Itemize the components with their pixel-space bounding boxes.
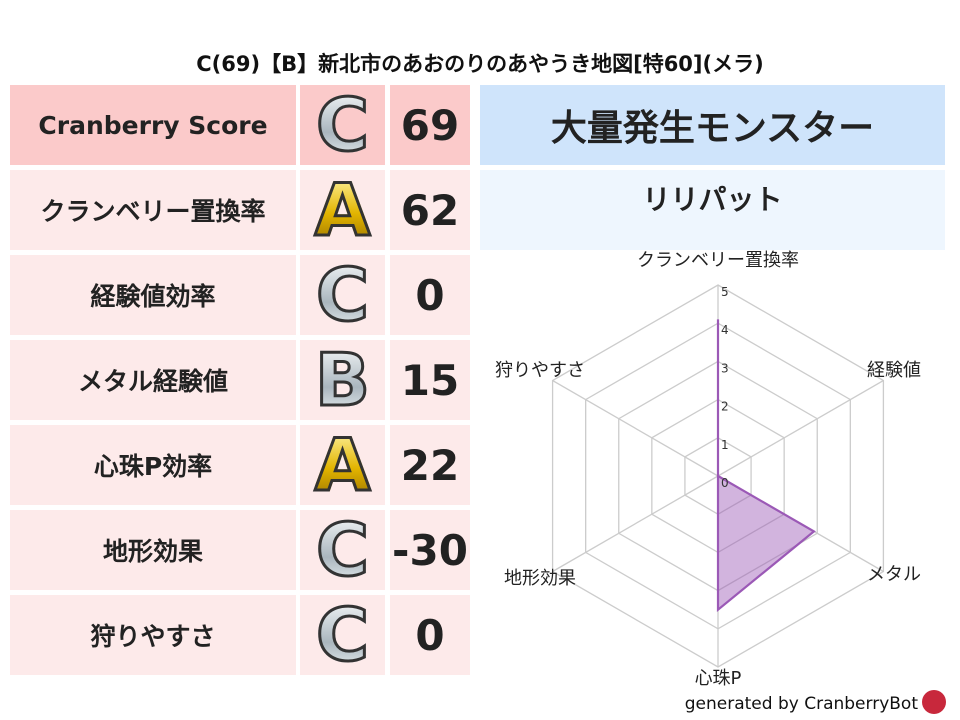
- grade-letter: C: [315, 508, 371, 592]
- metric-score: -30: [390, 510, 470, 590]
- metric-label: 経験値効率: [10, 255, 296, 335]
- footer-credit: generated by CranberryBot: [684, 694, 918, 714]
- radar-data-polygon: [716, 319, 816, 613]
- radar-tick-label: 0: [721, 476, 729, 490]
- grade-badge: A: [300, 425, 385, 505]
- metric-score: 22: [390, 425, 470, 505]
- grade-letter: B: [314, 338, 372, 422]
- grade-badge: C: [300, 595, 385, 675]
- page-title: C(69)【B】新北市のあおのりのあやうき地図[特60](メラ): [196, 52, 764, 76]
- metric-label: 心珠P効率: [10, 425, 296, 505]
- radar-tick-label: 2: [721, 400, 729, 414]
- radar-axis-label: メタル: [867, 564, 921, 585]
- metric-score: 0: [390, 595, 470, 675]
- radar-axis-label: 心珠P: [695, 668, 742, 689]
- radar-axis-label: 経験値: [867, 360, 921, 381]
- metric-label: クランベリー置換率: [10, 170, 296, 250]
- metric-label: メタル経験値: [10, 340, 296, 420]
- grade-badge: C: [300, 255, 385, 335]
- metric-label: Cranberry Score: [10, 85, 296, 165]
- grade-letter: C: [315, 83, 371, 167]
- metric-score: 69: [390, 85, 470, 165]
- grade-letter: A: [313, 423, 372, 507]
- grade-letter: C: [315, 593, 371, 677]
- radar-spoke: [552, 379, 719, 477]
- radar-axis-label: 狩りやすさ: [495, 360, 585, 381]
- metric-score: 0: [390, 255, 470, 335]
- radar-axis-label: 地形効果: [504, 568, 576, 589]
- metric-label: 狩りやすさ: [10, 595, 296, 675]
- radar-spoke: [552, 475, 719, 573]
- radar-axis-label: クランベリー置換率: [637, 250, 799, 271]
- grade-letter: C: [315, 253, 371, 337]
- grade-letter: A: [313, 168, 372, 252]
- cranberry-bot-logo: [922, 690, 946, 714]
- grade-badge: B: [300, 340, 385, 420]
- metric-score: 15: [390, 340, 470, 420]
- monster-name: リリパット: [480, 170, 945, 250]
- radar-spoke: [717, 379, 884, 477]
- metric-score: 62: [390, 170, 470, 250]
- radar-tick-label: 5: [721, 285, 729, 299]
- radar-tick-label: 3: [721, 361, 729, 375]
- metric-label: 地形効果: [10, 510, 296, 590]
- radar-tick-label: 1: [721, 438, 729, 452]
- radar-tick-label: 4: [721, 323, 729, 337]
- grade-badge: C: [300, 85, 385, 165]
- grade-badge: C: [300, 510, 385, 590]
- event-header: 大量発生モンスター: [480, 85, 945, 165]
- grade-badge: A: [300, 170, 385, 250]
